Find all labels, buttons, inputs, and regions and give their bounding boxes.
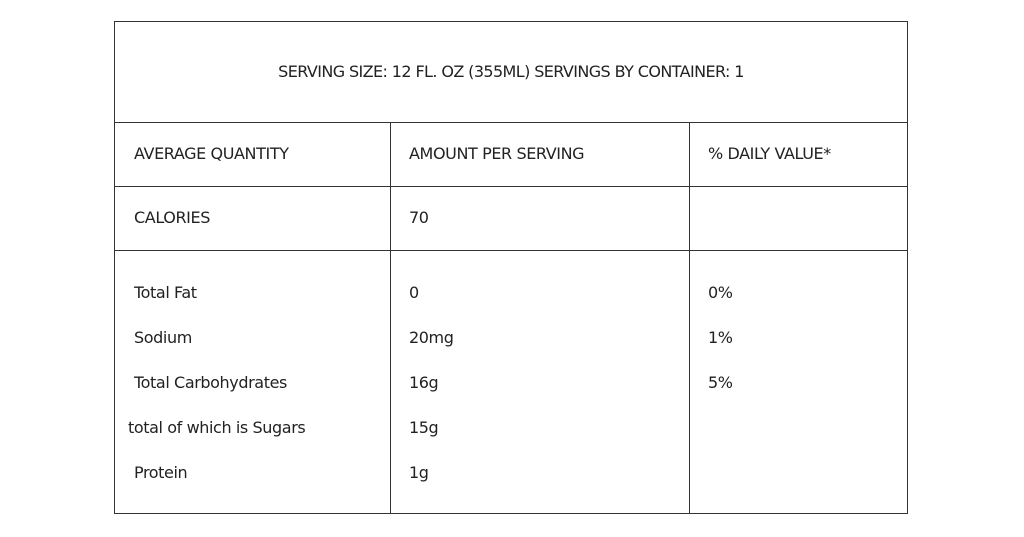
nutrient-amount: 0 xyxy=(409,283,419,302)
nutrient-amount: 15g xyxy=(409,418,439,437)
header-average-quantity: AVERAGE QUANTITY xyxy=(134,144,289,163)
header-amount-per-serving: AMOUNT PER SERVING xyxy=(409,144,585,163)
serving-size-text: SERVING SIZE: 12 FL. OZ (355ML) SERVINGS… xyxy=(278,62,744,81)
nutrient-daily-value: 5% xyxy=(708,373,733,392)
column-divider-2 xyxy=(689,122,690,513)
nutrient-name: Protein xyxy=(134,463,188,482)
nutrient-daily-value: 0% xyxy=(708,283,733,302)
nutrient-amount: 1g xyxy=(409,463,429,482)
nutrient-amount: 20mg xyxy=(409,328,454,347)
nutrient-name: Sodium xyxy=(134,328,192,347)
nutrient-daily-value: 1% xyxy=(708,328,733,347)
nutrient-name: total of which is Sugars xyxy=(128,418,306,437)
header-divider xyxy=(115,186,907,187)
calories-divider xyxy=(115,250,907,251)
calories-amount: 70 xyxy=(409,208,429,227)
nutrient-name: Total Carbohydrates xyxy=(134,373,287,392)
serving-divider xyxy=(115,122,907,123)
nutrition-table: SERVING SIZE: 12 FL. OZ (355ML) SERVINGS… xyxy=(114,21,908,514)
column-divider-1 xyxy=(390,122,391,513)
header-daily-value: % DAILY VALUE* xyxy=(708,144,831,163)
nutrient-amount: 16g xyxy=(409,373,439,392)
calories-label: CALORIES xyxy=(134,208,210,227)
nutrient-name: Total Fat xyxy=(134,283,197,302)
